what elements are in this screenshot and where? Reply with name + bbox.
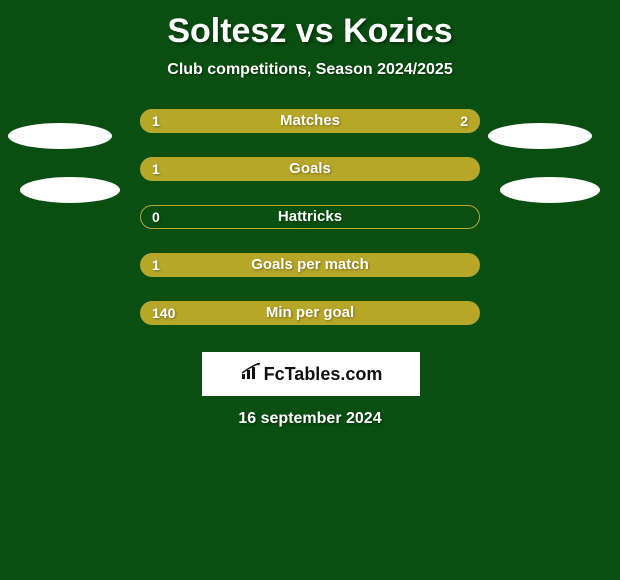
page-title: Soltesz vs Kozics [0,0,620,51]
stat-value-left: 1 [152,157,160,181]
stat-label: Goals [140,157,480,181]
stat-row: Matches1 2 [0,109,620,133]
chart-icon [240,363,262,386]
logo-box: FcTables.com [202,352,420,396]
stat-row: Goals per match1 [0,253,620,277]
stat-value-left: 1 [152,253,160,277]
stat-value-left: 140 [152,301,175,325]
stat-row: Min per goal140 [0,301,620,325]
stat-label: Min per goal [140,301,480,325]
stat-value-right: 2 [460,109,468,133]
stat-label: Hattricks [140,205,480,229]
stat-value-left: 1 [152,109,160,133]
stat-label: Goals per match [140,253,480,277]
subtitle: Club competitions, Season 2024/2025 [0,61,620,79]
logo-label: FcTables.com [264,364,383,385]
stat-value-left: 0 [152,205,160,229]
stat-row: Hattricks0 [0,205,620,229]
date-label: 16 september 2024 [0,410,620,428]
logo-text: FcTables.com [240,363,383,386]
stat-row: Goals1 [0,157,620,181]
stat-label: Matches [140,109,480,133]
